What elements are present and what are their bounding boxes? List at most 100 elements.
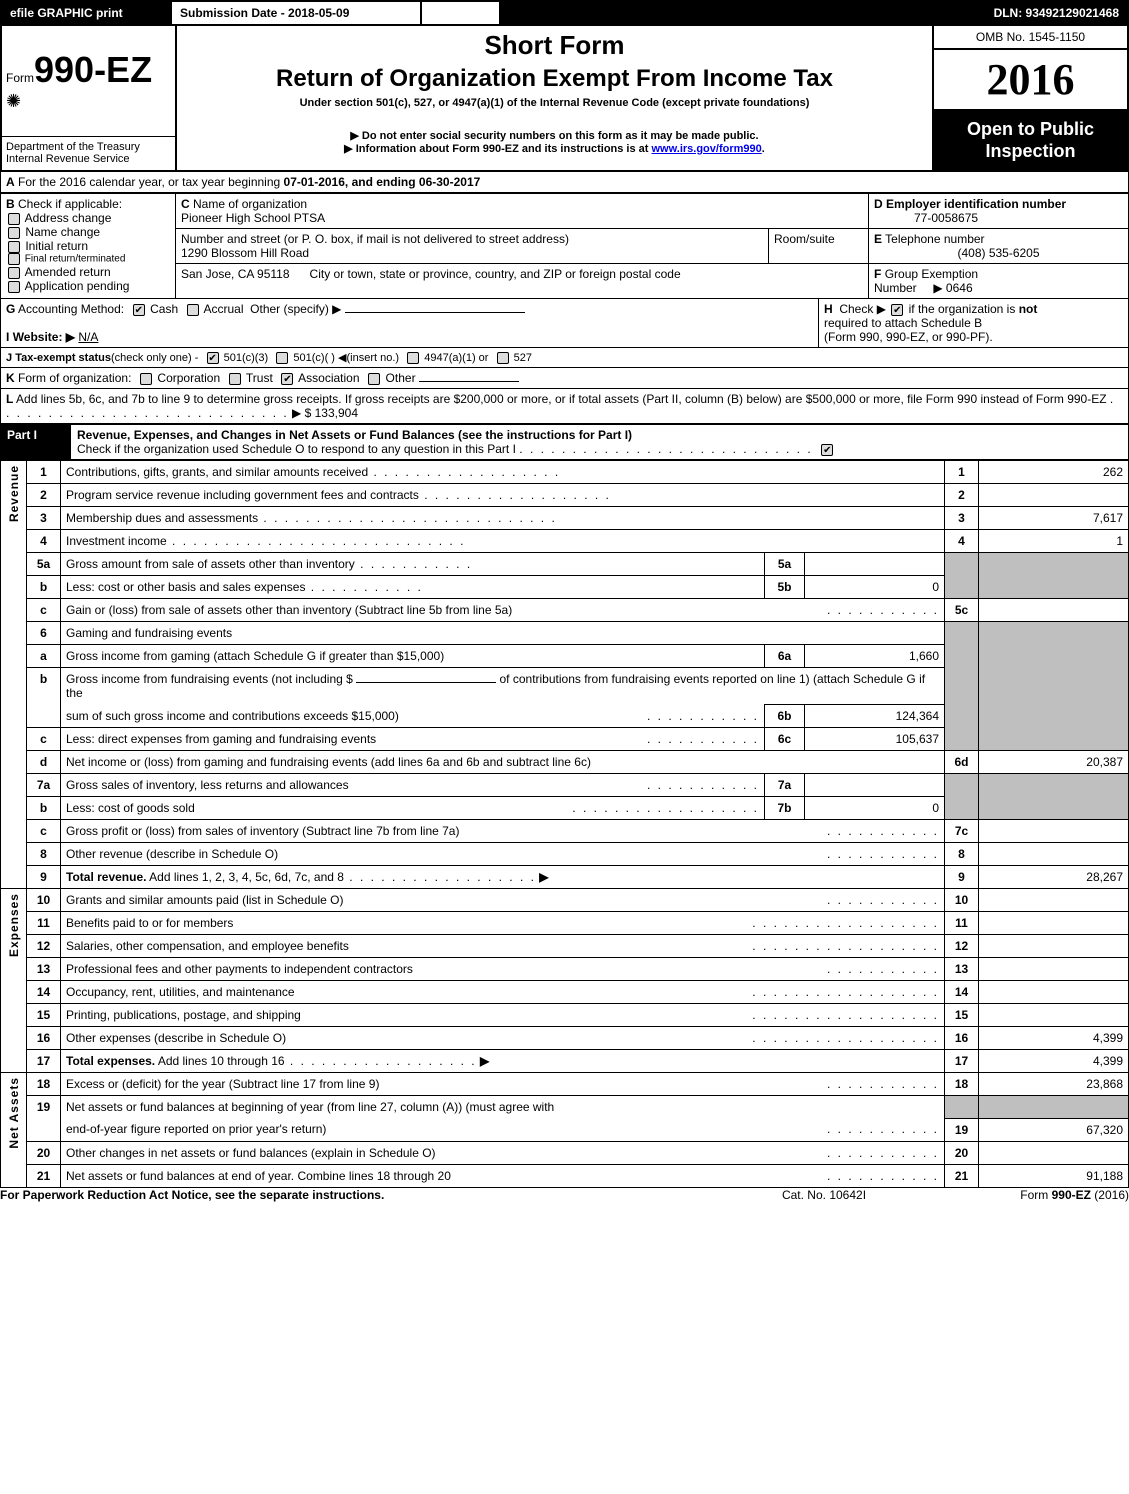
section-j-cell: J Tax-exempt status(check only one) - 50… xyxy=(1,348,1129,368)
line-9-desc: Total revenue. Add lines 1, 2, 3, 4, 5c,… xyxy=(61,866,945,889)
cash-label: Cash xyxy=(150,302,178,316)
checkbox-corp-icon[interactable] xyxy=(140,373,152,385)
line-6a-sval: 1,660 xyxy=(805,645,945,668)
section-c-city: San Jose, CA 95118 City or town, state o… xyxy=(176,264,869,299)
line-18-colnum: 18 xyxy=(945,1073,979,1096)
checkbox-address-change[interactable]: Address change xyxy=(6,211,170,225)
checkbox-4947-icon[interactable] xyxy=(407,352,419,364)
line-12-desc: Salaries, other compensation, and employ… xyxy=(61,935,945,958)
irs-link[interactable]: www.irs.gov/form990 xyxy=(652,143,762,155)
checkbox-assoc-icon[interactable] xyxy=(281,373,293,385)
line-5b-desc: Less: cost or other basis and sales expe… xyxy=(61,576,765,599)
h-text3: required to attach Schedule B xyxy=(824,316,982,330)
arrow-instructions: ▶ Do not enter social security numbers o… xyxy=(176,113,933,171)
section-b-label: B xyxy=(6,197,15,211)
line-6c-desc: Less: direct expenses from gaming and fu… xyxy=(61,728,765,751)
line-7c-num: c xyxy=(27,820,61,843)
checkbox-final-return[interactable]: Final return/terminated xyxy=(6,253,170,265)
line-1-colnum: 1 xyxy=(945,461,979,484)
footer-center: Cat. No. 10642I xyxy=(699,1188,949,1202)
other-specify-line[interactable] xyxy=(345,312,525,313)
form-header: Form990-EZ ✺ Short Form Return of Organi… xyxy=(0,26,1129,172)
checkbox-label: Amended return xyxy=(25,265,111,279)
section-k-cell: K Form of organization: Corporation Trus… xyxy=(1,368,1129,389)
checkbox-name-change[interactable]: Name change xyxy=(6,225,170,239)
checkbox-h-icon[interactable] xyxy=(891,304,903,316)
checkbox-label: Address change xyxy=(25,211,112,225)
h-check-label: Check ▶ xyxy=(839,302,886,316)
checkbox-501c3-icon[interactable] xyxy=(207,352,219,364)
other-org-line[interactable] xyxy=(419,381,519,382)
treasury-seal-icon: ✺ xyxy=(6,91,171,112)
line-21-val: 91,188 xyxy=(979,1164,1129,1187)
section-f: F Group Exemption Number ▶ 0646 xyxy=(869,264,1129,299)
line-16-val: 4,399 xyxy=(979,1027,1129,1050)
shaded-cell xyxy=(945,1096,979,1119)
checkbox-label: Application pending xyxy=(25,279,130,293)
line-2-colnum: 2 xyxy=(945,484,979,507)
checkbox-cash-icon[interactable] xyxy=(133,304,145,316)
checkbox-application-pending[interactable]: Application pending xyxy=(6,279,170,293)
checkbox-initial-return[interactable]: Initial return xyxy=(6,239,170,253)
insert-no: ◀(insert no.) xyxy=(338,352,399,364)
form-number: 990-EZ xyxy=(34,49,152,90)
line-5c-val xyxy=(979,599,1129,622)
checkbox-527-icon[interactable] xyxy=(497,352,509,364)
line-6b-desc2: sum of such gross income and contributio… xyxy=(61,705,765,728)
line-15-num: 15 xyxy=(27,1004,61,1027)
line-6b-num: b xyxy=(27,668,61,705)
opt-corp: Corporation xyxy=(157,371,220,385)
line-12-colnum: 12 xyxy=(945,935,979,958)
line-6c-num: c xyxy=(27,728,61,751)
tax-year-end: 06-30-2017 xyxy=(419,175,480,189)
part1-title: Part I xyxy=(1,425,71,460)
line-6b-desc1: Gross income from fundraising events (no… xyxy=(61,668,945,705)
line-8-desc: Other revenue (describe in Schedule O) xyxy=(61,843,945,866)
topbar-spacer xyxy=(421,1,500,25)
checkbox-schedule-o-icon[interactable] xyxy=(821,444,833,456)
section-k: K Form of organization: Corporation Trus… xyxy=(0,368,1129,389)
line-20-val xyxy=(979,1141,1129,1164)
line-11-val xyxy=(979,912,1129,935)
tax-year-begin: 07-01-2016 xyxy=(284,175,345,189)
section-j: J Tax-exempt status(check only one) - 50… xyxy=(0,348,1129,368)
checkbox-other-icon[interactable] xyxy=(368,373,380,385)
efile-graphic-print: efile GRAPHIC print xyxy=(1,1,171,25)
checkbox-label: Name change xyxy=(25,225,100,239)
dots xyxy=(519,442,812,456)
checkbox-trust-icon[interactable] xyxy=(229,373,241,385)
line-21-colnum: 21 xyxy=(945,1164,979,1187)
section-i-label: I xyxy=(6,330,9,344)
line-5a-num: 5a xyxy=(27,553,61,576)
section-c-street: Number and street (or P. O. box, if mail… xyxy=(176,229,769,264)
section-f-label: F xyxy=(874,267,881,281)
checkbox-accrual-icon[interactable] xyxy=(187,304,199,316)
checkbox-amended-return[interactable]: Amended return xyxy=(6,265,170,279)
checkbox-501c-icon[interactable] xyxy=(276,352,288,364)
line-3-val: 7,617 xyxy=(979,507,1129,530)
line-12-num: 12 xyxy=(27,935,61,958)
submission-date: Submission Date - 2018-05-09 xyxy=(171,1,421,25)
line-19-num2 xyxy=(27,1118,61,1141)
line-14-colnum: 14 xyxy=(945,981,979,1004)
line-1-desc: Contributions, gifts, grants, and simila… xyxy=(61,461,945,484)
section-l-cell: L Add lines 5b, 6c, and 7b to line 9 to … xyxy=(1,389,1129,424)
open-line2: Inspection xyxy=(985,141,1075,161)
part1-check-line: Check if the organization used Schedule … xyxy=(77,442,516,456)
shaded-cell xyxy=(945,774,979,820)
footer-left: For Paperwork Reduction Act Notice, see … xyxy=(0,1188,699,1202)
check-only-one: (check only one) - xyxy=(111,352,198,364)
line-6b-blank[interactable] xyxy=(356,682,496,683)
line-18-val: 23,868 xyxy=(979,1073,1129,1096)
org-name-label: Name of organization xyxy=(193,197,307,211)
street-value: 1290 Blossom Hill Road xyxy=(181,246,309,260)
line-15-val xyxy=(979,1004,1129,1027)
line-6c-sval: 105,637 xyxy=(805,728,945,751)
opt-527: 527 xyxy=(514,352,532,364)
form-label: Form xyxy=(6,71,34,85)
checkbox-icon xyxy=(8,253,20,265)
line-7a-desc: Gross sales of inventory, less returns a… xyxy=(61,774,765,797)
line-17-colnum: 17 xyxy=(945,1050,979,1073)
section-g-h-i: G Accounting Method: Cash Accrual Other … xyxy=(0,299,1129,348)
form-number-cell: Form990-EZ ✺ xyxy=(1,26,176,136)
